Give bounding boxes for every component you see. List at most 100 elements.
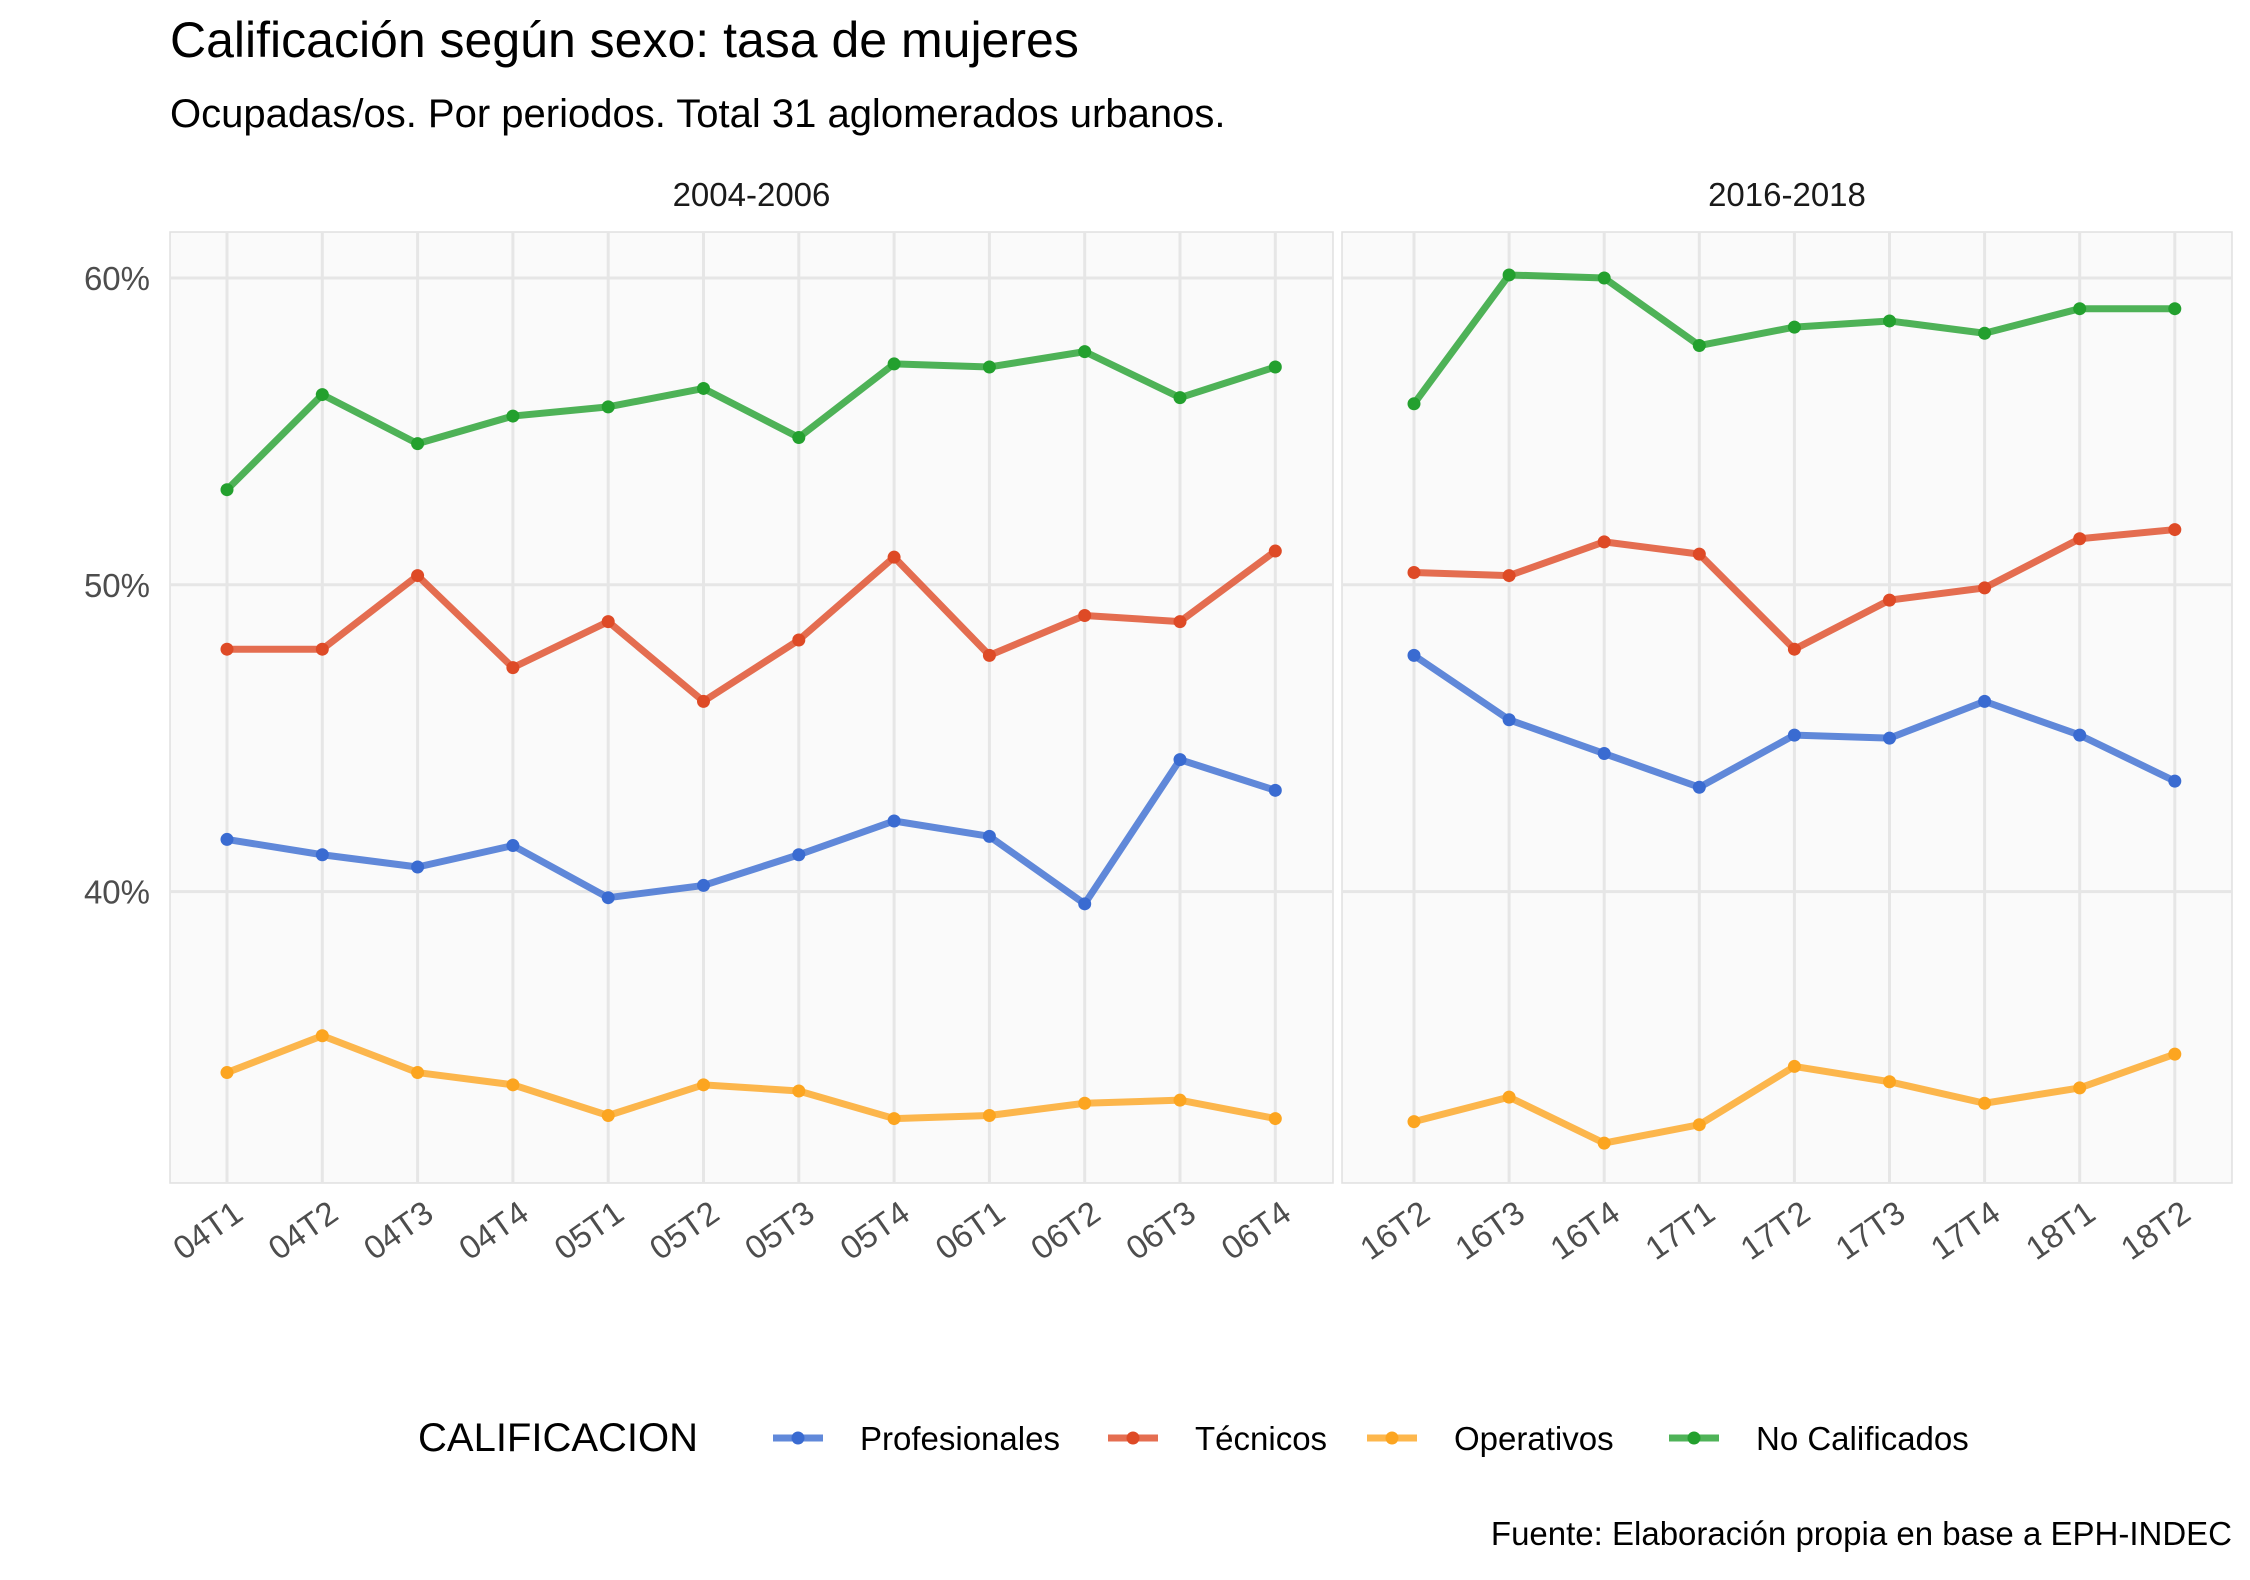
y-tick-label: 50% (84, 567, 150, 604)
x-tick-label: 05T1 (547, 1193, 630, 1266)
panel-background (169, 231, 1334, 1184)
chart-title: Calificación según sexo: tasa de mujeres (170, 12, 1079, 68)
x-tick-label: 18T2 (2114, 1193, 2197, 1266)
series-operativos-point (1407, 1115, 1421, 1129)
series-profesionales-point (601, 891, 615, 905)
y-tick-label: 60% (84, 260, 150, 297)
series-operativos-point (1597, 1136, 1611, 1150)
series-no-calificados-point (1502, 268, 1516, 282)
x-tick-label: 04T4 (452, 1193, 535, 1266)
series-tecnicos-point (2073, 532, 2087, 546)
legend-label: Técnicos (1195, 1420, 1327, 1457)
series-no-calificados-point (2073, 302, 2087, 316)
series-no-calificados-point (1787, 320, 1801, 334)
series-no-calificados-point (697, 381, 710, 395)
x-tick-label: 17T1 (1638, 1193, 1721, 1266)
legend-key-point (791, 1431, 805, 1445)
legend-entries: Profesionales Técnicos Operativos No Califi… (773, 1420, 1969, 1457)
series-profesionales-point (1173, 753, 1187, 767)
series-operativos-point (1268, 1112, 1282, 1126)
legend-key-point (1385, 1431, 1399, 1445)
series-no-calificados-line (224, 348, 1277, 493)
series-operativos-point (697, 1078, 710, 1092)
series-tecnicos-point (2168, 523, 2182, 537)
series-tecnicos-point (220, 642, 234, 656)
series-no-calificados-point (506, 409, 520, 423)
series-no-calificados-point (1883, 314, 1896, 328)
series-no-calificados-point (220, 483, 234, 497)
series-no-calificados-point (601, 400, 615, 414)
series-operativos-point (220, 1066, 234, 1080)
x-tick-label: 04T1 (166, 1193, 249, 1266)
series-profesionales-point (506, 839, 520, 853)
series-profesionales-point (1407, 648, 1421, 662)
series-operativos-point (601, 1109, 615, 1123)
chart-caption: Fuente: Elaboración propia en base a EPH… (1491, 1515, 2232, 1552)
series-operativos-line (225, 1032, 1276, 1123)
series-no-calificados-point (1078, 345, 1092, 359)
series-no-calificados (1407, 268, 2182, 411)
series-tecnicos-point (315, 642, 329, 656)
series-tecnicos-point (1597, 535, 1611, 549)
series-operativos-point (1173, 1093, 1187, 1107)
series-no-calificados-point (1268, 360, 1282, 374)
series-tecnicos-point (1078, 608, 1092, 622)
series-profesionales (220, 753, 1282, 911)
series-no-calificados-point (982, 360, 996, 374)
series-profesionales-point (1078, 897, 1092, 911)
series-operativos-point (1787, 1059, 1801, 1073)
series-no-calificados-point (1173, 391, 1187, 405)
series-tecnicos-point (792, 633, 806, 647)
series-profesionales-point (697, 878, 710, 892)
panel-background (1341, 231, 2233, 1184)
series-profesionales-point (220, 832, 234, 846)
series-tecnicos-point (1883, 593, 1896, 607)
series-profesionales-point (1883, 731, 1896, 745)
series-operativos-point (315, 1029, 329, 1043)
x-tick-label: 05T3 (738, 1193, 821, 1266)
x-tick-label: 04T2 (261, 1193, 344, 1266)
legend-label: Operativos (1454, 1420, 1614, 1457)
series-no-calificados-point (1692, 339, 1706, 353)
x-tick-label: 06T3 (1119, 1193, 1202, 1266)
series-tecnicos-point (1173, 615, 1187, 629)
series-no-calificados-point (411, 437, 425, 451)
series-tecnicos-point (601, 615, 615, 629)
x-tick-label: 16T2 (1353, 1193, 1436, 1266)
series-tecnicos-point (1502, 569, 1516, 583)
x-tick-label: 05T4 (833, 1193, 916, 1266)
legend-entry-no-calificados: No Calificados (1669, 1420, 1969, 1457)
series-no-calificados (220, 345, 1282, 497)
x-tick-label: 04T3 (357, 1193, 440, 1266)
series-profesionales-point (315, 848, 329, 862)
panel-strip-title: 2004-2006 (673, 176, 831, 213)
series-no-calificados-point (1407, 397, 1421, 411)
series-tecnicos (1407, 523, 2182, 656)
series-profesionales-point (887, 814, 901, 828)
series-profesionales-point (411, 860, 425, 874)
legend-key-point (1687, 1431, 1701, 1445)
series-profesionales-point (2073, 728, 2087, 742)
legend-entry-profesionales: Profesionales (773, 1420, 1060, 1457)
series-profesionales (1407, 648, 2182, 794)
legend: CALIFICACION Profesionales Técnicos Operat… (418, 1416, 1969, 1460)
x-tick-label: 06T2 (1024, 1193, 1107, 1266)
series-operativos (1407, 1047, 2182, 1150)
legend-label: Profesionales (860, 1420, 1060, 1457)
series-tecnicos (220, 544, 1282, 708)
series-operativos-point (411, 1066, 425, 1080)
series-tecnicos-point (1692, 547, 1706, 561)
series-profesionales-point (1692, 780, 1706, 794)
series-operativos (220, 1029, 1282, 1126)
series-profesionales-point (982, 829, 996, 843)
series-tecnicos-point (887, 550, 901, 564)
series-tecnicos-point (506, 661, 520, 675)
series-operativos-point (2073, 1081, 2087, 1095)
series-operativos-point (887, 1112, 901, 1126)
x-tick-label: 17T4 (1924, 1193, 2007, 1266)
